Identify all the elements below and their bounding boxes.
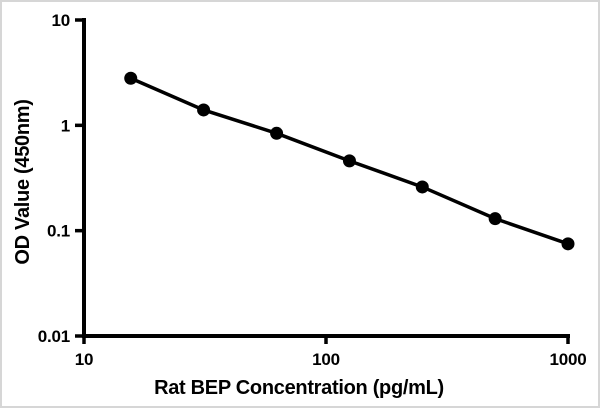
data-point-marker	[197, 103, 211, 117]
data-point-marker	[488, 212, 502, 226]
data-point-marker	[342, 154, 356, 168]
x-tick-label: 100	[312, 350, 340, 369]
x-axis-title: Rat BEP Concentration (pg/mL)	[154, 377, 444, 399]
x-tick-label: 10	[75, 350, 94, 369]
y-tick-label: 1	[61, 116, 70, 135]
data-point-marker	[561, 237, 575, 251]
y-tick-label: 0.1	[47, 222, 70, 241]
y-tick-label: 0.01	[38, 327, 70, 346]
y-tick-label: 10	[51, 11, 70, 30]
axis-lines	[82, 18, 570, 338]
data-point-marker	[415, 180, 429, 194]
data-point-marker	[124, 71, 138, 85]
x-tick-label: 1000	[549, 350, 586, 369]
plot-area: 10 1 0.1 0.01 10 100 1000	[38, 11, 587, 369]
data-point-marker	[270, 126, 284, 140]
y-axis-title: OD Value (450nm)	[12, 99, 34, 264]
